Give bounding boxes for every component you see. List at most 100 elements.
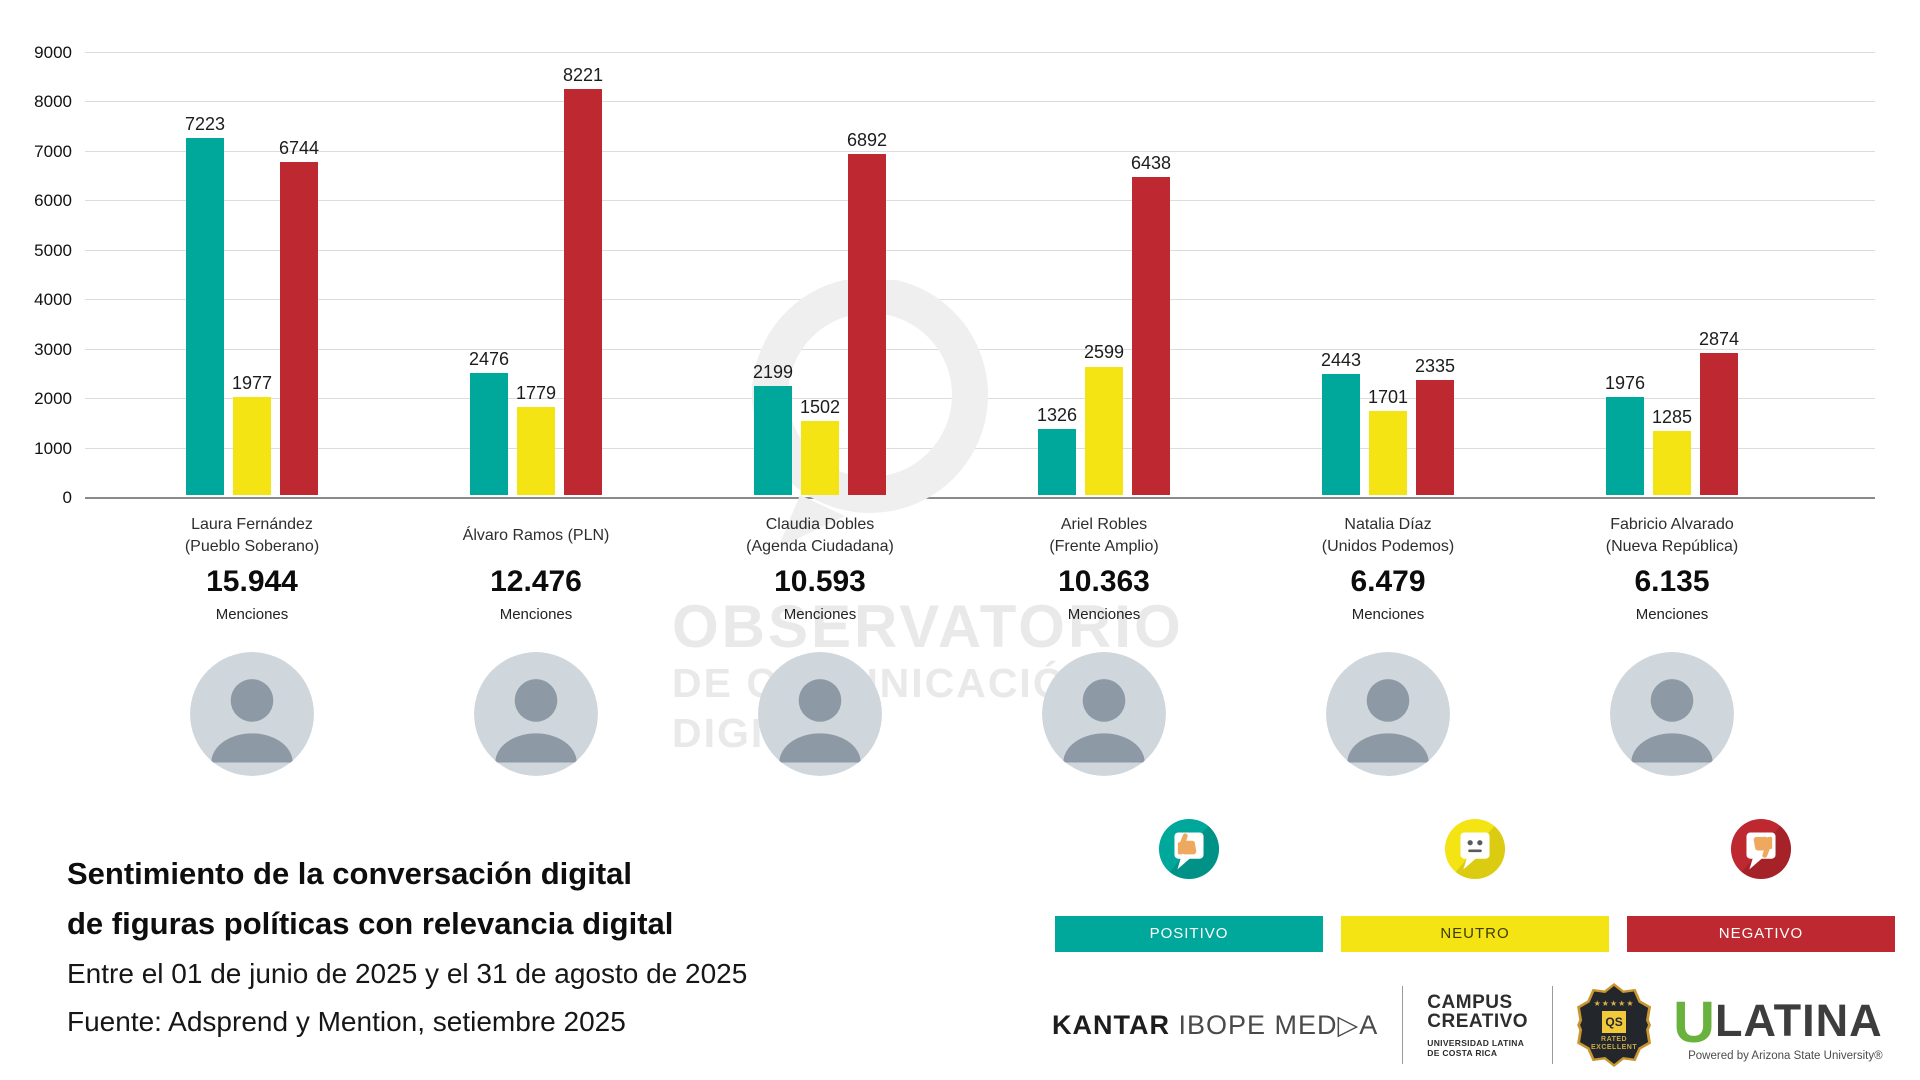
- gridline-6000: [85, 200, 1875, 202]
- bar-value-negativo-claudia-dobles: 6892: [846, 130, 888, 151]
- bar-value-neutro-alvaro-ramos: 1779: [515, 383, 557, 404]
- bar-negativo-ariel-robles: [1132, 176, 1170, 495]
- y-axis-tick-0: 0: [62, 488, 72, 507]
- campus-logo-sub2: DE COSTA RICA: [1427, 1047, 1498, 1058]
- ulatina-powered-by-text: Powered by Arizona State University®: [1688, 1049, 1883, 1062]
- badge-stars: ★★★★★: [1593, 998, 1635, 1008]
- bar-negativo-alvaro-ramos: [564, 88, 602, 495]
- bar-chart: 7223 1977 6744 2476 1779 8221 2199 1502 6892 1326…: [85, 52, 1875, 499]
- thumb-down-icon: [1730, 818, 1792, 880]
- gridline-3000: [85, 348, 1875, 350]
- bar-value-negativo-laura-fernandez: 6744: [278, 137, 320, 158]
- group-total-natalia-diaz: 6.479: [1350, 565, 1426, 598]
- bar-value-neutro-ariel-robles: 2599: [1083, 342, 1125, 363]
- menciones-label-claudia-dobles: Menciones: [783, 606, 857, 623]
- y-axis-tick-4000: 4000: [34, 290, 72, 310]
- partner-logos: KANTAR IBOPE MED▷A CAMPUS CREATIVO UNIVE…: [1052, 975, 1897, 1075]
- group-label-claudia-dobles: Claudia Dobles (Agenda Ciudadana): [746, 516, 894, 555]
- chart-title-line1: Sentimiento de la conversación digital: [67, 856, 633, 891]
- bar-value-positivo-claudia-dobles: 2199: [752, 362, 794, 383]
- bar-value-negativo-ariel-robles: 6438: [1130, 152, 1172, 173]
- avatar-ariel-robles: [1042, 652, 1166, 776]
- group-total-laura-fernandez: 15.944: [206, 565, 298, 598]
- bar-value-positivo-ariel-robles: 1326: [1036, 405, 1078, 426]
- gridline-0: [85, 497, 1875, 499]
- bar-value-positivo-natalia-diaz: 2443: [1320, 350, 1362, 371]
- gridline-8000: [85, 101, 1875, 103]
- gridline-5000: [85, 249, 1875, 251]
- y-axis-tick-2000: 2000: [34, 389, 72, 409]
- bar-negativo-claudia-dobles: [848, 154, 886, 495]
- bar-neutro-fabricio-alvarado: [1653, 431, 1691, 495]
- ulatina-u-glyph: U: [1673, 989, 1715, 1055]
- group-label-natalia-diaz: Natalia Díaz (Unidos Podemos): [1321, 516, 1455, 555]
- logo-divider: [1402, 986, 1404, 1064]
- ulatina-logo: ULATINA Powered by Arizona State Univers…: [1673, 989, 1883, 1062]
- legend-item-neutro: NEUTRO: [1341, 818, 1609, 952]
- bar-neutro-natalia-diaz: [1369, 410, 1407, 495]
- group-total-ariel-robles: 10.363: [1058, 565, 1150, 598]
- bar-neutro-ariel-robles: [1085, 366, 1123, 495]
- y-axis-tick-3000: 3000: [34, 339, 72, 359]
- bar-value-neutro-laura-fernandez: 1977: [231, 373, 273, 394]
- y-axis-tick-9000: 9000: [34, 43, 72, 62]
- legend-label-neutro: NEUTRO: [1341, 916, 1609, 952]
- bar-negativo-laura-fernandez: [280, 161, 318, 495]
- bar-neutro-laura-fernandez: [233, 397, 271, 495]
- legend: POSITIVO NEUTRO: [1055, 818, 1897, 952]
- bar-positivo-natalia-diaz: [1322, 374, 1360, 495]
- legend-item-positivo: POSITIVO: [1055, 818, 1323, 952]
- y-axis-tick-8000: 8000: [34, 92, 72, 112]
- campus-logo-line1: CAMPUS: [1427, 991, 1513, 1013]
- kantar-ibope-media-logo: KANTAR IBOPE MED▷A: [1052, 1010, 1378, 1041]
- thumb-up-icon: [1158, 818, 1220, 880]
- legend-label-negativo: NEGATIVO: [1627, 916, 1895, 952]
- campus-logo-sub1: UNIVERSIDAD LATINA: [1427, 1037, 1525, 1048]
- campus-creativo-logo: CAMPUS CREATIVO UNIVERSIDAD LATINA DE CO…: [1427, 993, 1528, 1058]
- avatar-fabricio-alvarado: [1610, 652, 1734, 776]
- badge-excellent-text: EXCELLENT: [1591, 1043, 1638, 1051]
- badge-qs-text: QS: [1602, 1010, 1627, 1033]
- legend-label-positivo: POSITIVO: [1055, 916, 1323, 952]
- bar-neutro-claudia-dobles: [801, 420, 839, 495]
- bar-value-negativo-fabricio-alvarado: 2874: [1698, 328, 1740, 349]
- menciones-label-laura-fernandez: Menciones: [215, 606, 289, 623]
- avatar-claudia-dobles: [758, 652, 882, 776]
- menciones-label-alvaro-ramos: Menciones: [499, 606, 573, 623]
- bar-value-negativo-natalia-diaz: 2335: [1414, 355, 1456, 376]
- gridline-7000: [85, 150, 1875, 152]
- bar-positivo-laura-fernandez: [186, 137, 224, 495]
- gridline-9000: [85, 52, 1875, 53]
- chart-source: Fuente: Adsprend y Mention, setiembre 20…: [67, 1006, 626, 1037]
- bar-value-negativo-alvaro-ramos: 8221: [562, 64, 604, 85]
- bar-value-neutro-claudia-dobles: 1502: [799, 396, 841, 417]
- logo-divider: [1552, 986, 1554, 1064]
- y-axis-tick-6000: 6000: [34, 191, 72, 211]
- bar-positivo-fabricio-alvarado: [1606, 397, 1644, 495]
- bar-negativo-natalia-diaz: [1416, 379, 1454, 495]
- bar-value-neutro-natalia-diaz: 1701: [1367, 386, 1409, 407]
- menciones-label-fabricio-alvarado: Menciones: [1635, 606, 1709, 623]
- menciones-label-natalia-diaz: Menciones: [1351, 606, 1425, 623]
- legend-item-negativo: NEGATIVO: [1627, 818, 1895, 952]
- y-axis-tick-5000: 5000: [34, 240, 72, 260]
- bar-value-positivo-alvaro-ramos: 2476: [468, 348, 510, 369]
- ulatina-logo-text: LATINA: [1714, 994, 1883, 1046]
- group-total-alvaro-ramos: 12.476: [490, 565, 582, 598]
- group-total-fabricio-alvarado: 6.135: [1634, 565, 1710, 598]
- group-label-alvaro-ramos: Álvaro Ramos (PLN): [462, 527, 610, 544]
- neutral-face-icon: [1444, 818, 1506, 880]
- avatar-alvaro-ramos: [474, 652, 598, 776]
- chart-date-range: Entre el 01 de junio de 2025 y el 31 de …: [67, 958, 748, 989]
- bar-value-neutro-fabricio-alvarado: 1285: [1651, 407, 1693, 428]
- group-total-claudia-dobles: 10.593: [774, 565, 866, 598]
- bar-positivo-alvaro-ramos: [470, 372, 508, 495]
- bar-positivo-claudia-dobles: [754, 386, 792, 495]
- bar-negativo-fabricio-alvarado: [1700, 352, 1738, 495]
- chart-title-line2: de figuras políticas con relevancia digi…: [67, 906, 674, 941]
- group-label-ariel-robles: Ariel Robles (Frente Amplio): [1049, 516, 1159, 555]
- bar-value-positivo-fabricio-alvarado: 1976: [1604, 373, 1646, 394]
- avatar-laura-fernandez: [190, 652, 314, 776]
- group-label-fabricio-alvarado: Fabricio Alvarado (Nueva República): [1605, 516, 1739, 555]
- qs-rated-excellent-badge: ★★★★★ QS RATED EXCELLENT: [1577, 983, 1652, 1067]
